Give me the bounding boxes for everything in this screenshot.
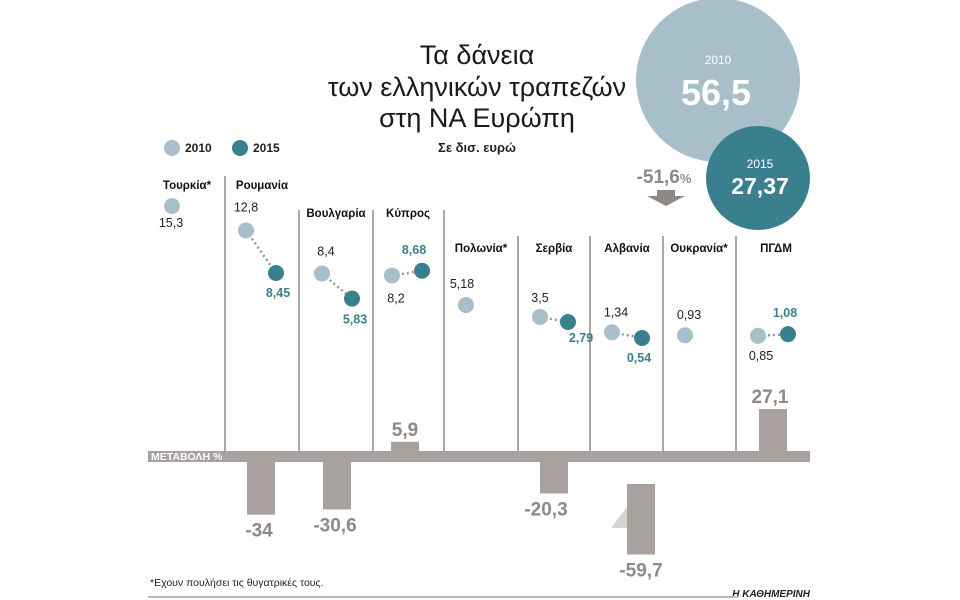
point-2010 [604,324,620,341]
value-2010: 0,93 [677,308,701,322]
change-bar [540,462,568,494]
country-8: ΠΓΔΜ 0,85 1,08 27,1 [749,243,797,451]
country-label: Κύπρος [386,208,430,220]
country-label: ΠΓΔΜ [760,243,792,255]
point-2010 [164,198,180,214]
country-2: Βουλγαρία 8,4 5,83 -30,6 [306,208,367,536]
point-2010 [458,297,474,313]
total-2010-bubble [636,0,800,162]
total-2015-year: 2015 [747,157,774,171]
country-label: Σερβία [536,243,573,255]
value-2015: 5,83 [343,313,367,327]
value-2015: 1,08 [773,306,797,320]
change-bar [323,462,351,510]
total-2015-bubble [706,126,810,230]
value-2015: 8,68 [402,243,426,257]
change-axis-label: ΜΕΤΑΒΟΛΗ % [151,451,223,463]
point-2015 [268,265,284,282]
value-2010: 1,34 [604,305,628,319]
point-2015 [780,326,796,343]
chart-title-line-2: των ελληνικών τραπεζών [328,72,626,102]
change-label: -30,6 [313,515,356,536]
total-2015-value: 27,37 [731,173,789,199]
country-label: Πολωνία* [455,243,508,255]
change-bar [759,408,787,451]
chart-subtitle: Σε δισ. ευρώ [438,140,516,155]
change-axis-band [148,451,810,462]
value-2010: 0,85 [749,349,773,363]
point-2015 [560,313,576,330]
country-4: Πολωνία* 5,18 [450,243,508,313]
point-2010 [677,327,693,344]
legend-2015-marker [232,140,248,156]
country-1: Ρουμανία 12,8 8,45 -34 [234,180,290,542]
point-2015 [344,290,360,307]
chart-title-line-1: Τα δάνεια [420,40,534,70]
legend-2010-marker [164,140,180,156]
point-2010 [384,267,400,284]
chart-title-line-3: στη ΝΑ Ευρώπη [379,103,575,133]
change-label: 27,1 [752,387,789,408]
change-label: -20,3 [524,499,567,520]
value-2010: 12,8 [234,200,258,214]
change-label: 5,9 [392,420,418,441]
value-2010: 8,2 [387,291,404,305]
country-0: Τουρκία* 15,3 [159,180,212,230]
down-arrow-icon [647,190,685,206]
footer-rule [148,596,738,598]
change-label: -34 [245,521,273,542]
country-3: Κύπρος 8,2 8,68 5,9 [384,208,430,451]
value-2015: 2,79 [569,331,593,345]
point-2010 [314,265,330,282]
legend-2010-label: 2010 [185,141,212,155]
point-2010 [532,308,548,325]
source-label: Η ΚΑΘΗΜΕΡΙΝΗ [732,589,811,600]
value-2010: 8,4 [317,245,334,259]
change-bar [391,441,419,451]
total-change-value: -51,6 [637,167,680,188]
country-label: Αλβανία [604,243,649,255]
value-2010: 15,3 [159,216,183,230]
change-bar [627,484,655,555]
country-label: Ουκρανία* [670,243,728,255]
total-2010-year: 2010 [705,53,732,67]
connector-line [244,229,278,274]
value-2010: 5,18 [450,277,474,291]
total-change-unit: % [680,171,692,186]
value-2015: 0,54 [627,351,651,365]
total-2010-value: 56,5 [681,72,751,113]
point-2010 [750,327,766,344]
change-bar [247,462,275,515]
value-2015: 8,45 [266,286,290,300]
country-label: Βουλγαρία [306,208,365,220]
column-separators [224,176,737,451]
country-6: Αλβανία 1,34 0,54 -59,7 [604,243,663,582]
legend-2015-label: 2015 [253,141,280,155]
total-change-label: -51,6% [637,167,692,188]
country-label: Τουρκία* [163,180,212,192]
country-5: Σερβία 3,5 2,79 -20,3 [524,243,593,520]
point-2015 [414,262,430,279]
value-2010: 3,5 [531,291,548,305]
country-7: Ουκρανία* 0,93 [670,243,728,344]
point-2010 [238,222,254,239]
change-label: -59,7 [619,561,662,582]
country-label: Ρουμανία [236,180,288,192]
point-2015 [634,330,650,346]
footnote: *Εχουν πουλήσει τις θυγατρικές τους. [150,577,324,589]
